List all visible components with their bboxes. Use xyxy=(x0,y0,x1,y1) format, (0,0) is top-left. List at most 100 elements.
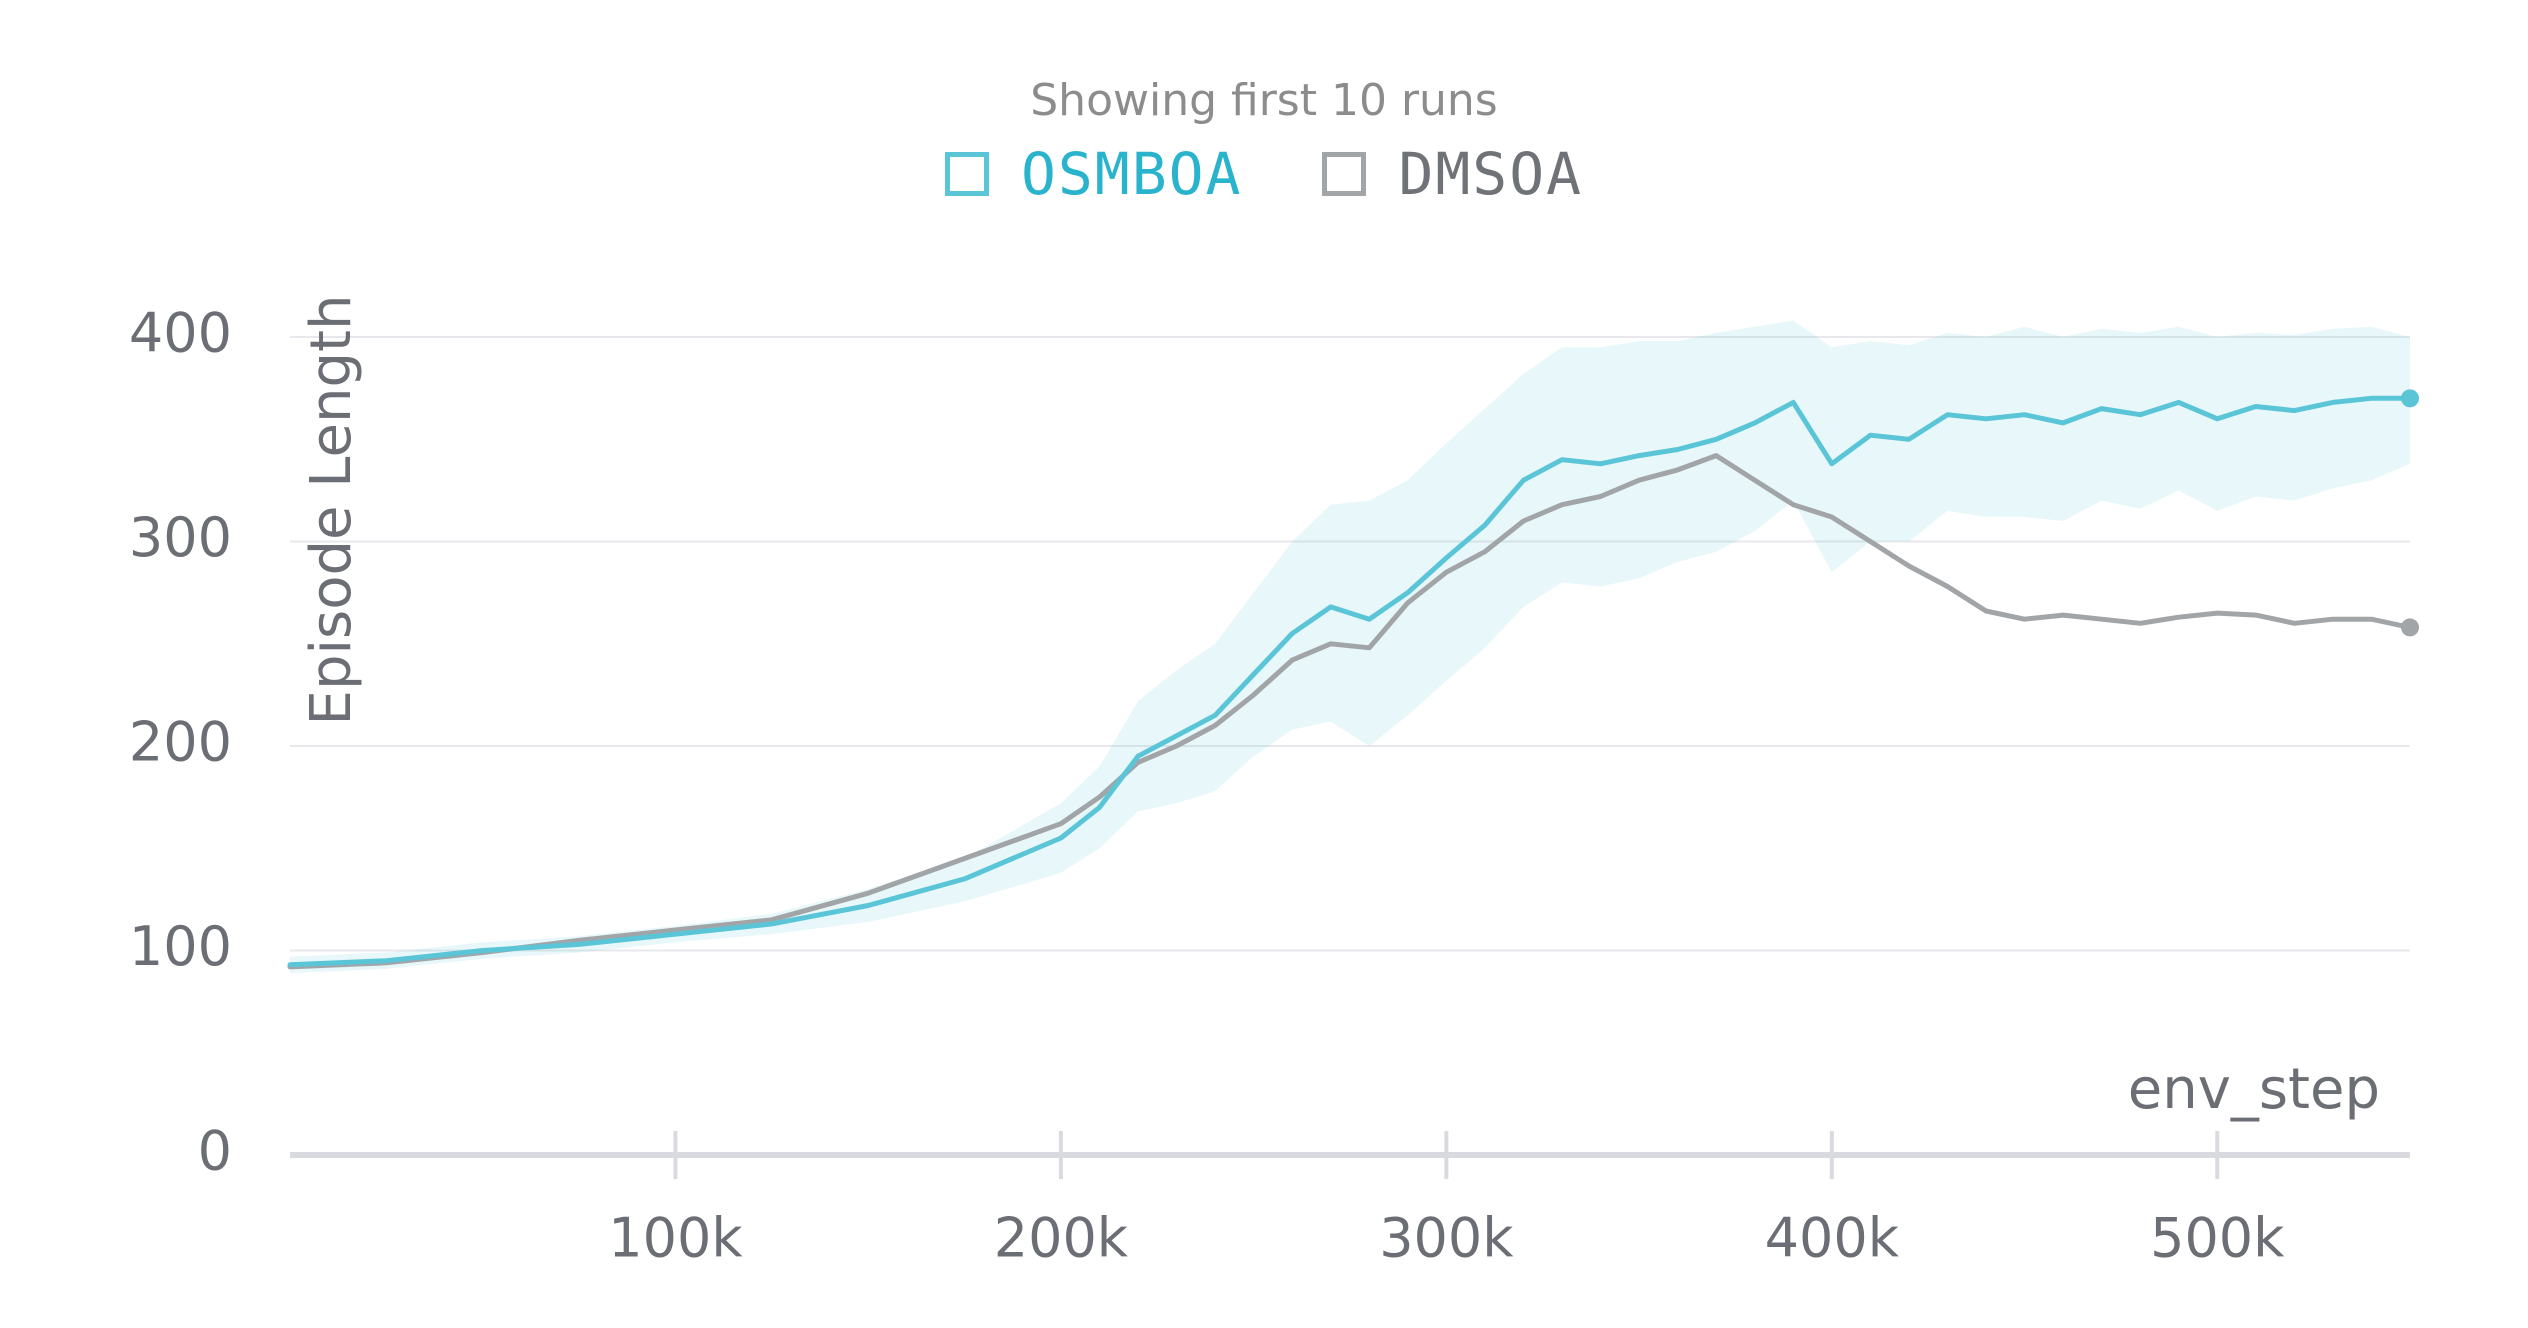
point-osmboa-19 xyxy=(1484,525,1485,526)
point-osmboa-11 xyxy=(1176,735,1177,736)
point-osmboa-29 xyxy=(1870,435,1871,436)
point-dmsoa-13 xyxy=(1253,694,1254,695)
point-osmboa-7 xyxy=(964,878,965,879)
legend-label-osmboa: OSMBOA xyxy=(1020,140,1243,208)
x-tick-label-500000: 500k xyxy=(2150,1207,2285,1270)
series-line-osmboa xyxy=(287,395,2413,968)
point-dmsoa-32 xyxy=(1986,611,1987,612)
point-dmsoa-10 xyxy=(1138,762,1139,763)
point-dmsoa-29 xyxy=(1870,541,1871,542)
point-osmboa-27 xyxy=(1793,402,1794,403)
point-osmboa-28 xyxy=(1831,463,1832,464)
point-dmsoa-34 xyxy=(2063,615,2064,616)
legend-item-osmboa[interactable]: OSMBOA xyxy=(944,140,1243,208)
point-osmboa-25 xyxy=(1716,439,1717,440)
point-osmboa-10 xyxy=(1138,756,1139,757)
point-osmboa-37 xyxy=(2178,402,2179,403)
y-tick-label-300: 300 xyxy=(129,506,232,569)
point-osmboa-15 xyxy=(1330,606,1331,607)
point-dmsoa-15 xyxy=(1330,643,1331,644)
point-dmsoa-6 xyxy=(868,893,869,894)
point-dmsoa-7 xyxy=(964,858,965,859)
point-osmboa-42 xyxy=(2371,398,2372,399)
chart-legend: OSMBOA DMSOA xyxy=(0,140,2528,208)
point-osmboa-18 xyxy=(1446,557,1447,558)
legend-label-dmsoa: DMSOA xyxy=(1398,140,1584,208)
point-dmsoa-9 xyxy=(1099,797,1100,798)
point-osmboa-1 xyxy=(386,960,387,961)
point-osmboa-23 xyxy=(1639,455,1640,456)
legend-swatch-osmboa xyxy=(944,152,989,196)
series-line-dmsoa xyxy=(287,453,2413,970)
point-dmsoa-42 xyxy=(2371,619,2372,620)
point-dmsoa-18 xyxy=(1446,572,1447,573)
point-dmsoa-31 xyxy=(1947,586,1948,587)
legend-title: Showing first 10 runs xyxy=(1030,75,1498,126)
point-osmboa-13 xyxy=(1253,674,1254,675)
point-dmsoa-41 xyxy=(2332,619,2333,620)
point-osmboa-35 xyxy=(2101,408,2102,409)
point-osmboa-31 xyxy=(1947,414,1948,415)
point-osmboa-26 xyxy=(1754,422,1755,423)
point-dmsoa-39 xyxy=(2255,615,2256,616)
point-dmsoa-22 xyxy=(1600,496,1601,497)
point-dmsoa-24 xyxy=(1677,469,1678,470)
y-tick-label-200: 200 xyxy=(129,711,232,774)
y-tick-label-400: 400 xyxy=(129,302,232,365)
point-osmboa-2 xyxy=(482,950,483,951)
point-dmsoa-25 xyxy=(1716,455,1717,456)
point-osmboa-6 xyxy=(868,905,869,906)
point-dmsoa-23 xyxy=(1639,480,1640,481)
legend-item-dmsoa[interactable]: DMSOA xyxy=(1322,140,1583,208)
point-osmboa-21 xyxy=(1562,459,1563,460)
x-tick-label-400000: 400k xyxy=(1765,1207,1900,1270)
point-osmboa-38 xyxy=(2217,418,2218,419)
point-osmboa-9 xyxy=(1099,807,1100,808)
point-dmsoa-35 xyxy=(2101,619,2102,620)
point-osmboa-36 xyxy=(2140,414,2141,415)
point-dmsoa-38 xyxy=(2217,613,2218,614)
y-tick-label-0: 0 xyxy=(198,1120,232,1183)
point-dmsoa-8 xyxy=(1060,823,1061,824)
x-tick-label-100000: 100k xyxy=(608,1207,743,1270)
y-tick-label-100: 100 xyxy=(129,915,232,978)
point-dmsoa-3 xyxy=(579,940,580,941)
x-axis-label: env_step xyxy=(2128,1057,2380,1122)
point-osmboa-14 xyxy=(1292,633,1293,634)
point-dmsoa-14 xyxy=(1292,660,1293,661)
point-dmsoa-37 xyxy=(2178,617,2179,618)
point-osmboa-33 xyxy=(2024,414,2025,415)
point-dmsoa-43 xyxy=(2401,618,2419,637)
point-dmsoa-30 xyxy=(1908,566,1909,567)
point-dmsoa-28 xyxy=(1831,516,1832,517)
point-osmboa-20 xyxy=(1523,480,1524,481)
point-dmsoa-40 xyxy=(2294,623,2295,624)
point-osmboa-39 xyxy=(2255,406,2256,407)
point-osmboa-32 xyxy=(1986,418,1987,419)
point-dmsoa-12 xyxy=(1215,725,1216,726)
point-dmsoa-26 xyxy=(1754,480,1755,481)
point-dmsoa-16 xyxy=(1369,647,1370,648)
point-osmboa-34 xyxy=(2063,422,2064,423)
point-osmboa-22 xyxy=(1600,463,1601,464)
point-osmboa-3 xyxy=(579,944,580,945)
point-osmboa-30 xyxy=(1908,439,1909,440)
x-tick-label-300000: 300k xyxy=(1379,1207,1514,1270)
point-dmsoa-19 xyxy=(1484,551,1485,552)
point-dmsoa-5 xyxy=(771,919,772,920)
legend-swatch-dmsoa xyxy=(1322,152,1367,196)
point-osmboa-8 xyxy=(1060,838,1061,839)
point-osmboa-41 xyxy=(2332,402,2333,403)
point-osmboa-24 xyxy=(1677,449,1678,450)
point-dmsoa-11 xyxy=(1176,746,1177,747)
point-dmsoa-36 xyxy=(2140,623,2141,624)
x-tick-label-200000: 200k xyxy=(994,1207,1129,1270)
point-osmboa-16 xyxy=(1369,619,1370,620)
point-osmboa-40 xyxy=(2294,410,2295,411)
point-osmboa-43 xyxy=(2401,389,2419,408)
point-dmsoa-27 xyxy=(1793,504,1794,505)
point-osmboa-4 xyxy=(675,934,676,935)
point-dmsoa-20 xyxy=(1523,521,1524,522)
point-dmsoa-17 xyxy=(1407,602,1408,603)
